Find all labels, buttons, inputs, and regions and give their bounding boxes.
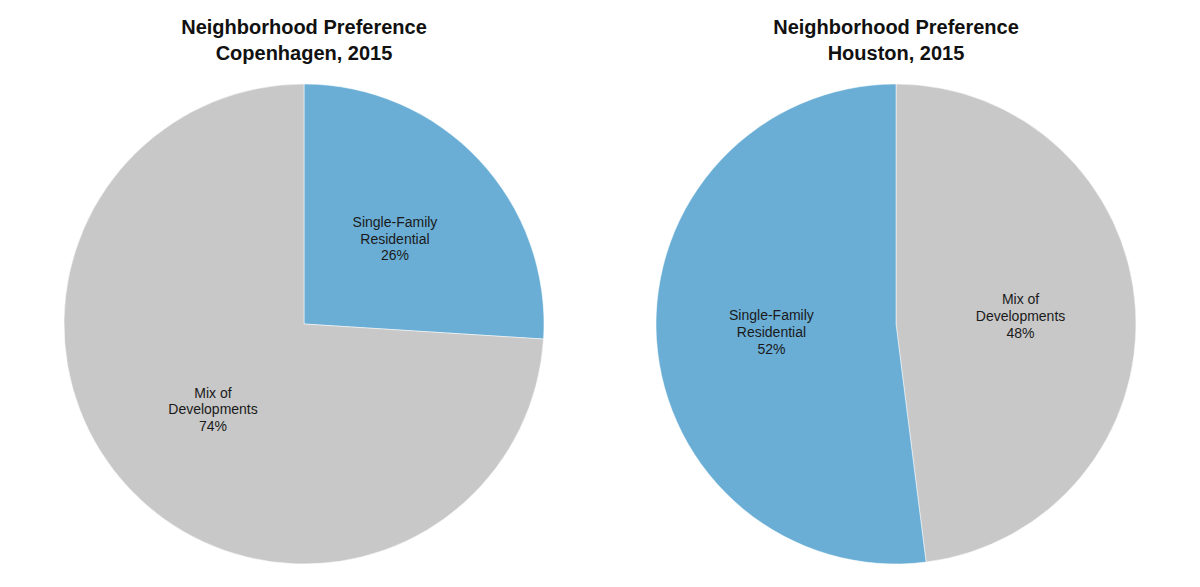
html-text:Copenhagen, 2015: Copenhagen, 2015 xyxy=(215,42,393,64)
svg-text:Mix ofDevelopments48%: Mix ofDevelopments48% xyxy=(976,291,1066,341)
html-text:Neighborhood Preference: Neighborhood Preference xyxy=(181,16,427,38)
svg-text:Mix ofDevelopments74%: Mix ofDevelopments74% xyxy=(168,385,258,435)
svg-text:Single-FamilyResidential26%: Single-FamilyResidential26% xyxy=(353,214,438,264)
html-text:Neighborhood Preference: Neighborhood Preference xyxy=(773,16,1019,38)
html-text:Houston, 2015: Houston, 2015 xyxy=(827,42,965,64)
svg-text:Single-FamilyResidential52%: Single-FamilyResidential52% xyxy=(729,307,814,357)
